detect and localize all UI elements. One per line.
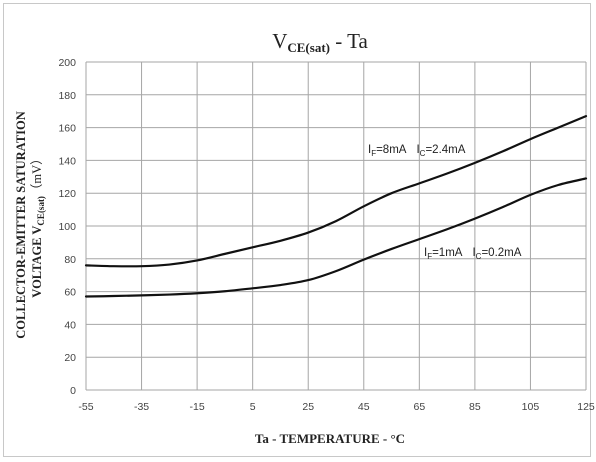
x-tick-label: 125 xyxy=(577,401,595,413)
y-tick-label: 160 xyxy=(58,123,76,135)
x-tick-label: 85 xyxy=(469,401,481,413)
y-tick-label: 100 xyxy=(58,221,76,233)
series-line-2 xyxy=(84,177,588,298)
x-tick-label: -35 xyxy=(134,401,149,413)
y-tick-label: 180 xyxy=(58,90,76,102)
x-tick-labels: -55 -35 -15 5 25 45 65 85 105 125 xyxy=(78,401,595,413)
x-tick-label: 105 xyxy=(522,401,540,413)
y-axis-label-prefix: VOLTAGE V xyxy=(30,226,44,298)
x-tick-label: 45 xyxy=(358,401,370,413)
x-tick-label: -55 xyxy=(78,401,93,413)
y-axis-label-unit: （mV） xyxy=(30,152,44,196)
x-axis-label: Ta - TEMPERATURE - °C xyxy=(255,431,405,446)
series-2-label: IF=1mA IC=0.2mA xyxy=(424,247,522,261)
y-axis-label-subscript: CE(sat) xyxy=(36,196,46,226)
y-axis-label-line1: COLLECTOR-EMITTER SATURATION xyxy=(14,111,28,338)
grid xyxy=(85,61,587,391)
series-line-1 xyxy=(84,115,588,268)
x-tick-label: -15 xyxy=(190,401,205,413)
series-1-label: IF=8mA IC=2.4mA xyxy=(368,144,466,158)
y-axis-label-line2: VOLTAGE VCE(sat)（mV） xyxy=(30,152,46,297)
x-tick-label: 5 xyxy=(250,401,256,413)
y-tick-label: 0 xyxy=(70,385,76,397)
y-tick-label: 20 xyxy=(64,352,76,364)
chart-title: VCE(sat) - Ta xyxy=(272,29,368,55)
x-tick-label: 65 xyxy=(413,401,425,413)
y-axis-label: COLLECTOR-EMITTER SATURATION VOLTAGE VCE… xyxy=(14,111,46,338)
title-subscript: CE(sat) xyxy=(287,40,330,55)
title-suffix: - Ta xyxy=(330,29,368,53)
x-tick-label: 25 xyxy=(302,401,314,413)
chart-frame xyxy=(3,3,591,457)
y-tick-labels: 0 20 40 60 80 100 120 140 160 180 200 xyxy=(58,57,76,397)
y-tick-label: 40 xyxy=(64,319,76,331)
series-lines xyxy=(84,115,588,298)
y-tick-label: 200 xyxy=(58,57,76,69)
title-main: V xyxy=(272,29,287,53)
y-tick-label: 120 xyxy=(58,188,76,200)
y-tick-label: 60 xyxy=(64,287,76,299)
y-tick-label: 80 xyxy=(64,254,76,266)
y-tick-label: 140 xyxy=(58,155,76,167)
